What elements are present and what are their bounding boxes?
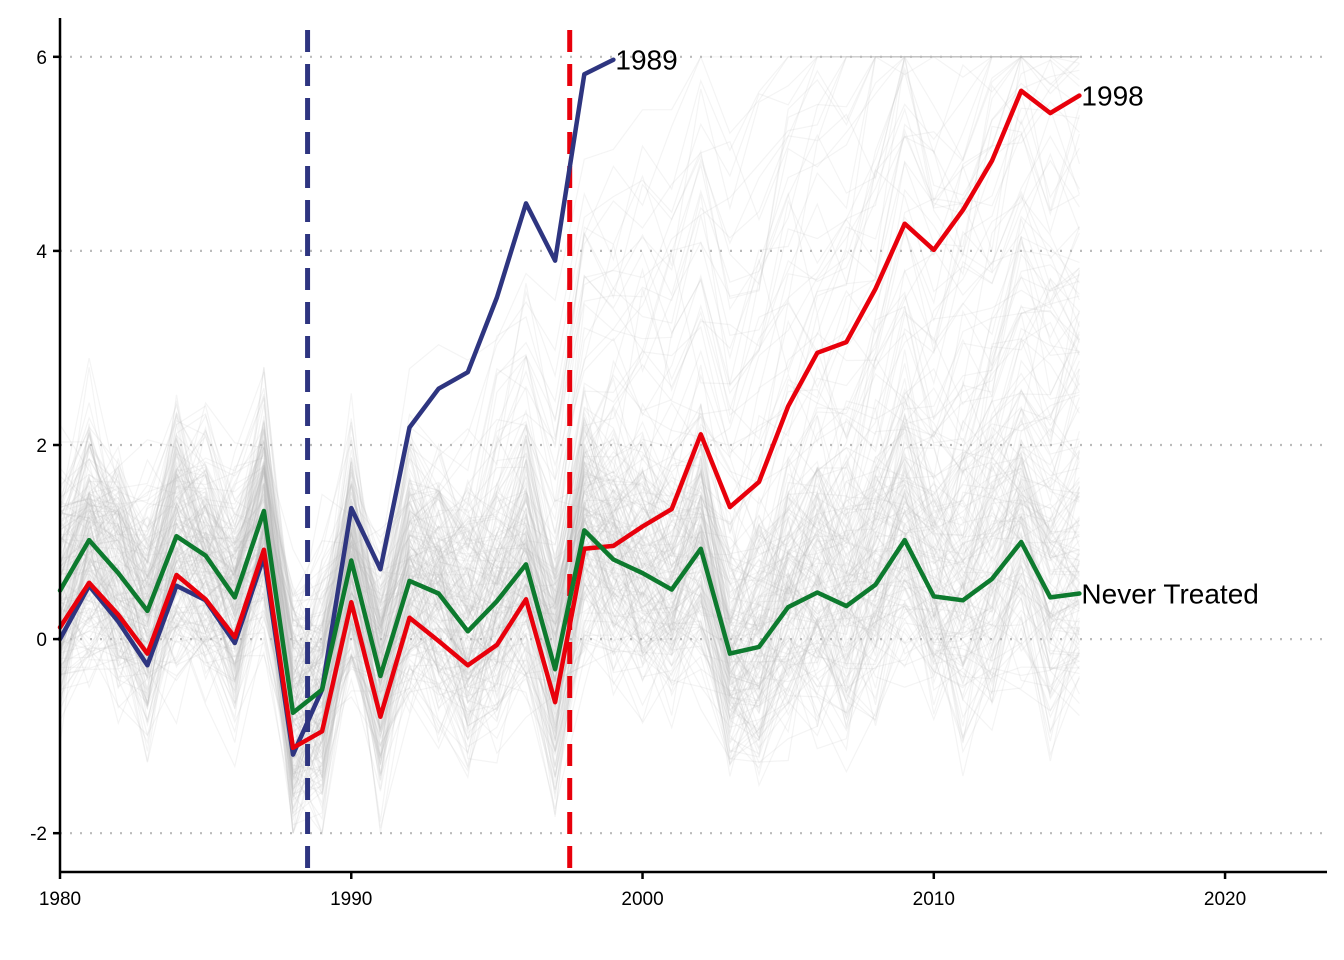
background-line — [59, 378, 1080, 633]
axes: -2 0 2 4 6 1980 1990 2000 2010 2020 — [30, 18, 1327, 910]
background-line — [59, 406, 1080, 634]
y-tick-label--2: -2 — [30, 824, 47, 845]
background-line — [59, 436, 1080, 673]
background-line — [59, 55, 1080, 678]
background-line — [59, 394, 1080, 733]
background-line — [59, 440, 1080, 714]
y-tick-label-0: 0 — [36, 630, 47, 651]
x-tick-label-1980: 1980 — [39, 889, 81, 910]
background-line — [59, 349, 1080, 687]
background-line — [59, 438, 1080, 648]
x-tick-label-1990: 1990 — [330, 889, 372, 910]
background-line — [59, 240, 1080, 681]
y-tick-label-2: 2 — [36, 436, 47, 457]
background-line — [59, 133, 1080, 666]
background-line — [59, 546, 1080, 834]
background-line — [59, 576, 1080, 790]
background-line — [59, 218, 1080, 653]
x-tick-label-2020: 2020 — [1204, 889, 1246, 910]
background-line — [59, 484, 1080, 821]
background-line — [59, 55, 1080, 733]
series-label-2: Never Treated — [1081, 578, 1258, 609]
background-line — [59, 56, 1080, 677]
background-line — [59, 471, 1080, 723]
background-line — [59, 561, 1080, 780]
background-line — [59, 431, 1080, 694]
series-label-0: 1989 — [615, 45, 677, 76]
series-lines — [57, 57, 1082, 757]
y-tick-label-6: 6 — [36, 48, 47, 69]
series-labels: 1989 1998 Never Treated — [615, 45, 1258, 610]
background-line — [59, 56, 1080, 737]
y-tick-label-4: 4 — [36, 242, 47, 263]
background-line — [59, 309, 1080, 760]
background-line — [59, 540, 1080, 801]
series-line-0 — [57, 57, 616, 757]
series-line-2 — [57, 508, 1082, 716]
x-tick-label-2010: 2010 — [913, 889, 955, 910]
background-line — [59, 418, 1080, 684]
x-tick-label-2000: 2000 — [621, 889, 663, 910]
background-line — [59, 579, 1080, 834]
background-line — [59, 306, 1080, 673]
grid-lines — [60, 55, 1327, 835]
background-line — [59, 56, 1080, 728]
background-line — [59, 531, 1080, 811]
background-line — [59, 56, 1080, 783]
background-line — [59, 421, 1080, 799]
background-line — [59, 403, 1080, 652]
series-label-1: 1998 — [1081, 81, 1143, 112]
series-line-1 — [57, 88, 1082, 751]
background-line — [59, 368, 1080, 645]
